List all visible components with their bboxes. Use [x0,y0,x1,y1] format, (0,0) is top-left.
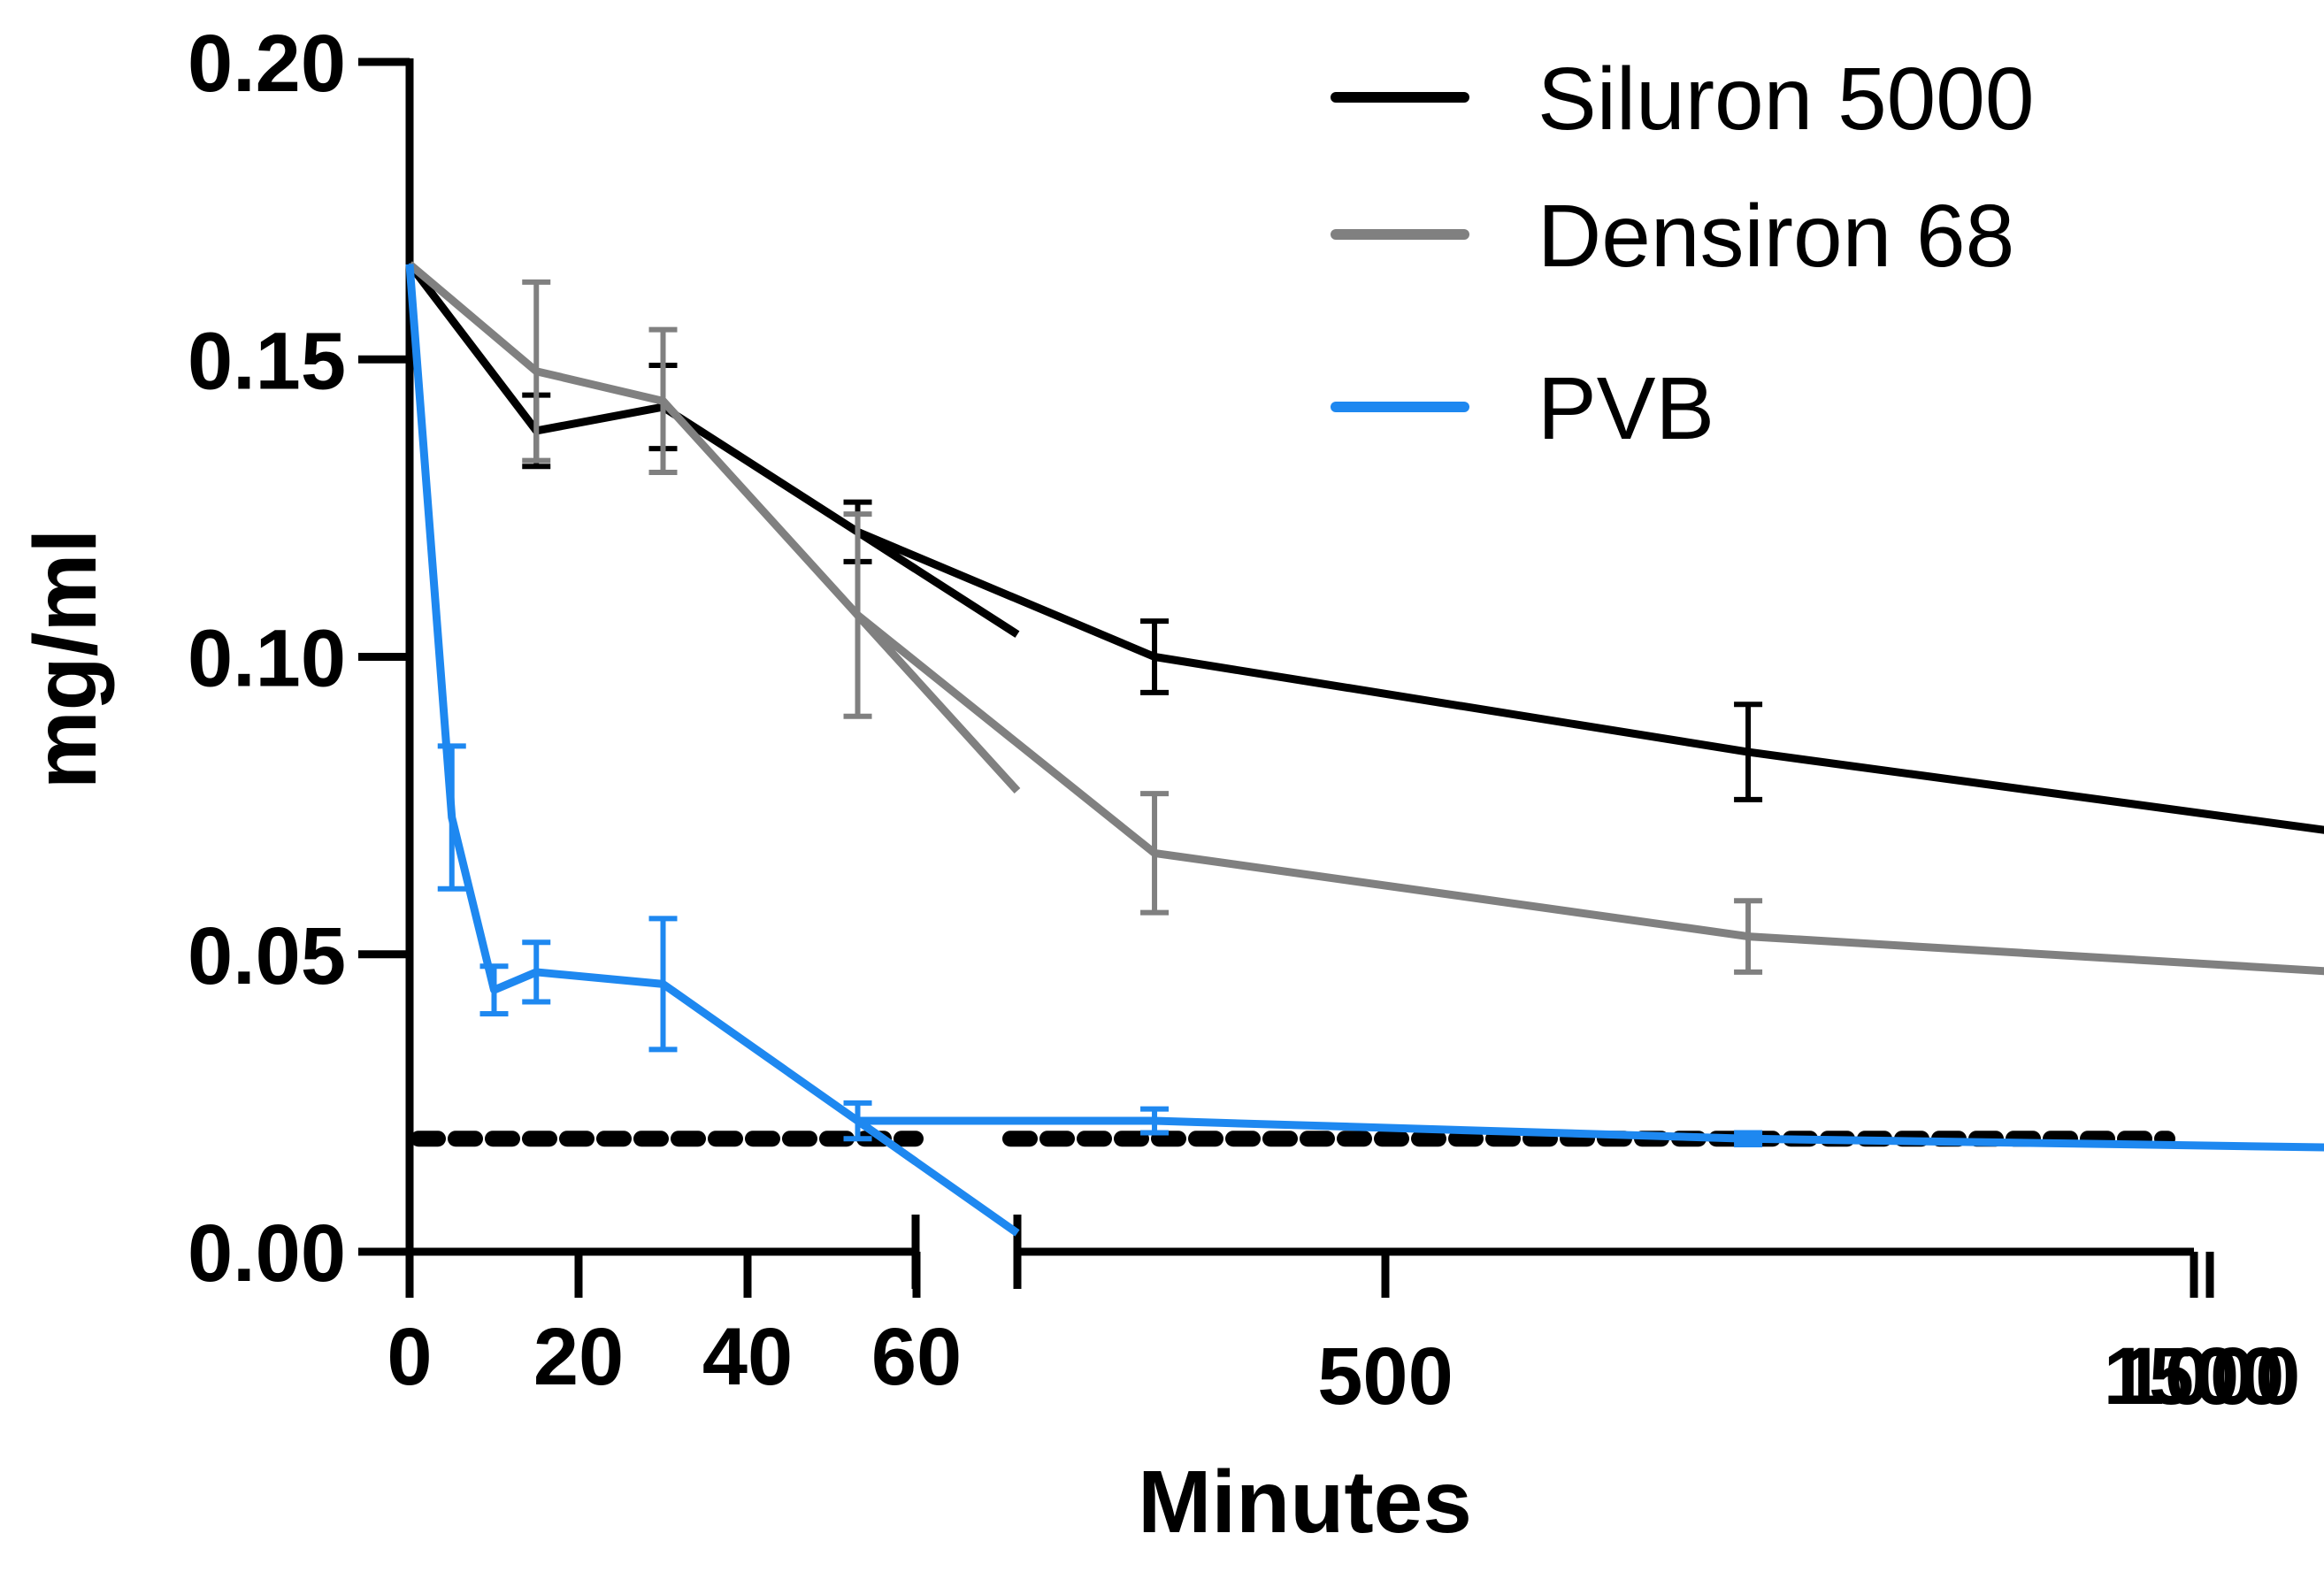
data-point-pvb [662,983,664,985]
data-point-pvb [535,970,538,973]
y-tick-label: 0.10 [188,614,346,704]
x-tick-label: 40 [702,1312,793,1402]
data-point-densiron-68 [535,370,538,372]
series-line-siluron-5000 [406,261,918,573]
data-point-pvb [450,816,453,819]
x-tick-label: 20 [533,1312,624,1402]
data-point-densiron-68 [856,614,859,617]
x-axis-title: Minutes [1138,1453,1472,1552]
data-point-pvb [409,263,410,265]
y-tick-label: 0.00 [188,1208,346,1299]
error-bars-group [409,263,1763,1147]
x-tick-label: 500 [1317,1331,1453,1422]
data-point-siluron-5000 [1747,751,1750,754]
legend-label-pvb: PVB [1538,359,1714,458]
data-point-siluron-5000 [1154,656,1156,658]
x-tick-label: 1500 [2104,1331,2285,1422]
data-point-densiron-68 [1747,935,1750,938]
series-line-siluron-5000 [854,527,2324,834]
x-tick-label: 1000 [2120,1331,2301,1422]
x-tick-label: 0 [387,1312,432,1402]
series-line-densiron-68 [854,610,2324,976]
legend-label-densiron-68: Densiron 68 [1538,187,2014,286]
legend: Siluron 5000 Densiron 68 PVB [1331,50,2035,458]
data-point-densiron-68 [1154,852,1156,855]
y-tick-label: 0.15 [188,316,346,406]
y-tick-label: 0.20 [188,19,346,109]
series-line-densiron-68 [407,261,919,682]
data-point-pvb [1154,1120,1156,1123]
data-point-densiron-68 [662,400,664,402]
axes [358,58,2214,1298]
data-point-pvb [493,989,495,992]
data-point-pvb [856,1120,859,1123]
y-tick-label: 0.05 [188,911,346,1001]
x-tick-label: 60 [871,1312,962,1402]
data-point-pvb [1747,1138,1750,1140]
y-axis-title: mg/ml [16,529,115,789]
series-line-pvb [405,264,918,1165]
legend-label-siluron-5000: Siluron 5000 [1538,50,2035,149]
